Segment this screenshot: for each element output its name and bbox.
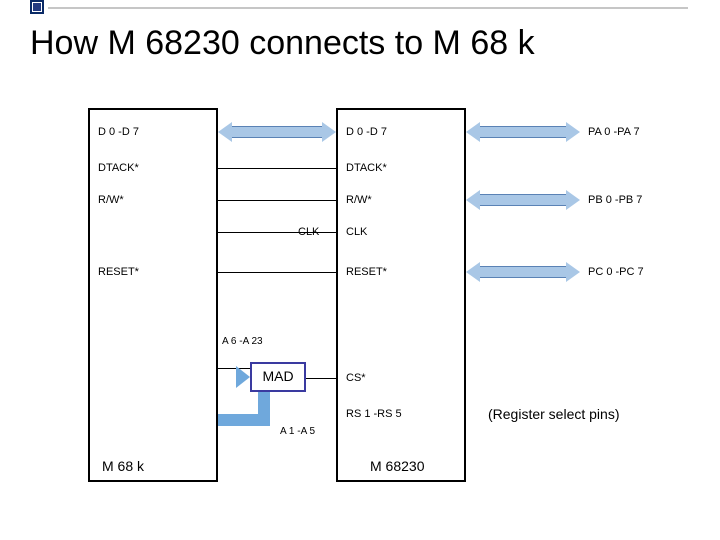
a6-a23-label: A 6 -A 23 <box>222 336 263 347</box>
elbow-a1a5-v <box>258 392 270 420</box>
m68230-pin-left-4: RESET* <box>346 266 387 278</box>
m68k-pin-4: RESET* <box>98 266 139 278</box>
m68k-pin-0: D 0 -D 7 <box>98 126 139 138</box>
register-select-note: (Register select pins) <box>488 406 620 422</box>
wire-reset <box>218 272 336 273</box>
header-accent-line <box>48 7 688 9</box>
chip-m68k-label: M 68 k <box>102 458 144 474</box>
m68230-pin-left-3: CLK <box>346 226 367 238</box>
m68230-pin-left-2: R/W* <box>346 194 372 206</box>
m68230-pin-left-1: DTACK* <box>346 162 387 174</box>
m68230-pin-left-0: D 0 -D 7 <box>346 126 387 138</box>
a1-a5-label: A 1 -A 5 <box>280 426 315 437</box>
m68230-port-2: PB 0 -PB 7 <box>588 194 642 206</box>
wire-cs <box>306 378 336 379</box>
bus-pc <box>466 262 580 282</box>
header-accent-square <box>30 0 44 14</box>
m68230-pin-left-7: RS 1 -RS 5 <box>346 408 402 420</box>
mad-box: MAD <box>250 362 306 392</box>
m68k-pin-2: R/W* <box>98 194 124 206</box>
m68230-pin-left-6: CS* <box>346 372 366 384</box>
elbow-a1a5-head <box>236 366 250 388</box>
m68230-port-0: PA 0 -PA 7 <box>588 126 640 138</box>
wire-dtack <box>218 168 336 169</box>
clk-label: CLK <box>298 226 319 238</box>
bus-d0-d7 <box>218 122 336 142</box>
slide-title: How M 68230 connects to M 68 k <box>30 24 535 63</box>
bus-pb <box>466 190 580 210</box>
m68k-pin-1: DTACK* <box>98 162 139 174</box>
chip-m68230-label: M 68230 <box>370 458 424 474</box>
m68230-port-4: PC 0 -PC 7 <box>588 266 644 278</box>
mad-label: MAD <box>262 368 293 384</box>
wire-rw <box>218 200 336 201</box>
bus-pa <box>466 122 580 142</box>
